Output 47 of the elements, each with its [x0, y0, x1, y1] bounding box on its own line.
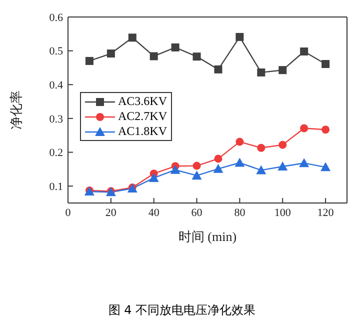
point [300, 47, 308, 56]
point [128, 34, 136, 42]
y-tick-label: 0.4 [49, 80, 64, 92]
y-tick-label: 0.5 [49, 46, 64, 58]
point [257, 144, 266, 152]
point [192, 52, 201, 61]
point [85, 56, 94, 65]
point [150, 52, 158, 60]
point [257, 68, 266, 76]
point [322, 126, 330, 134]
point [192, 162, 201, 170]
y-tick-label: 0.1 [49, 180, 63, 193]
point [170, 164, 180, 174]
point [320, 162, 331, 172]
point [192, 170, 202, 180]
point [214, 65, 222, 74]
y-tick-label: 0.3 [49, 113, 64, 126]
point [278, 161, 288, 170]
x-tick-label: 100 [274, 206, 292, 219]
point [300, 124, 308, 132]
legend-label: AC2.7KV [118, 109, 168, 124]
y-axis-title: 净化率 [8, 90, 24, 130]
point [236, 138, 244, 146]
point [299, 158, 310, 168]
legend-label: AC1.8KV [118, 124, 168, 139]
point [322, 60, 330, 68]
point [171, 43, 180, 52]
y-tick-label: 0.6 [49, 12, 64, 24]
point [236, 32, 244, 41]
caption: 图 4 不同放电电压净化效果 [107, 302, 257, 319]
x-tick-label: 40 [148, 206, 160, 219]
point [278, 140, 287, 149]
x-tick-label: 60 [191, 206, 203, 219]
point [106, 50, 115, 58]
legend-label: AC3.6KV [118, 94, 168, 109]
point [256, 165, 266, 174]
point [214, 154, 222, 163]
point [213, 164, 224, 173]
x-tick-label: 80 [234, 206, 246, 219]
x-axis-title: 时间 (min) [178, 229, 237, 244]
y-tick-label: 0.2 [49, 147, 63, 160]
point [234, 158, 245, 167]
point [278, 66, 287, 74]
x-tick-label: 20 [105, 206, 117, 219]
x-tick-label: 120 [317, 206, 334, 219]
x-tick-label: 0 [65, 206, 72, 219]
point [148, 172, 159, 182]
